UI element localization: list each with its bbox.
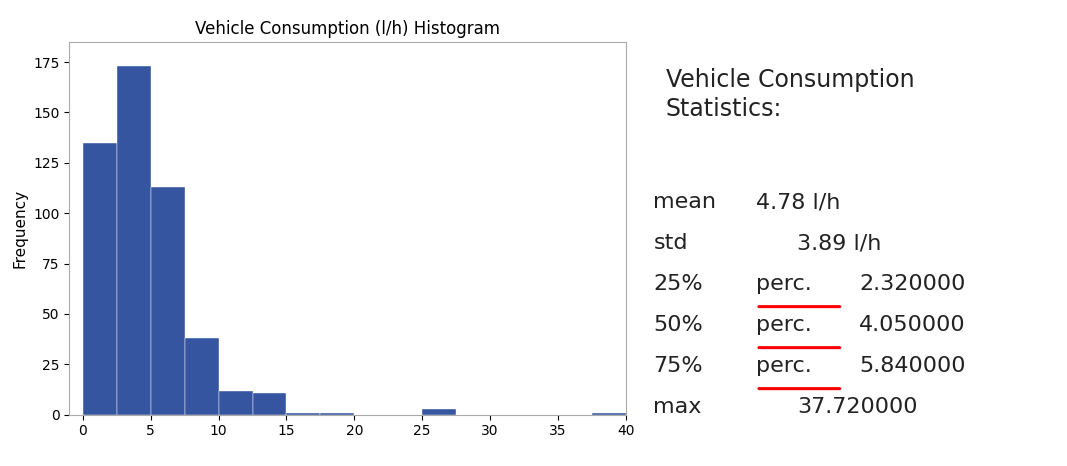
Text: max: max (653, 397, 702, 417)
Title: Vehicle Consumption (l/h) Histogram: Vehicle Consumption (l/h) Histogram (195, 20, 500, 38)
Text: perc.: perc. (757, 274, 812, 294)
Bar (592, 413, 625, 415)
Text: 4.78 l/h: 4.78 l/h (757, 192, 841, 212)
Bar (286, 413, 320, 415)
Text: 37.720000: 37.720000 (797, 397, 918, 417)
Text: std: std (653, 233, 688, 253)
Text: Vehicle Consumption
Statistics:: Vehicle Consumption Statistics: (666, 68, 914, 121)
Bar (117, 66, 150, 415)
Text: perc.: perc. (757, 315, 812, 335)
Text: 50%: 50% (653, 315, 703, 335)
Bar (423, 409, 456, 415)
Bar (185, 338, 219, 415)
Y-axis label: Frequency: Frequency (13, 189, 28, 268)
Text: 2.320000: 2.320000 (859, 274, 966, 294)
Text: 4.050000: 4.050000 (859, 315, 966, 335)
Bar (150, 187, 185, 415)
Text: mean: mean (653, 192, 716, 212)
Text: 5.840000: 5.840000 (859, 356, 966, 376)
Text: 25%: 25% (653, 274, 703, 294)
Bar (219, 391, 253, 415)
Bar (320, 413, 354, 415)
Text: perc.: perc. (757, 356, 812, 376)
Text: 3.89 l/h: 3.89 l/h (797, 233, 881, 253)
Bar (253, 392, 286, 415)
Bar (83, 143, 117, 415)
Text: 75%: 75% (653, 356, 703, 376)
